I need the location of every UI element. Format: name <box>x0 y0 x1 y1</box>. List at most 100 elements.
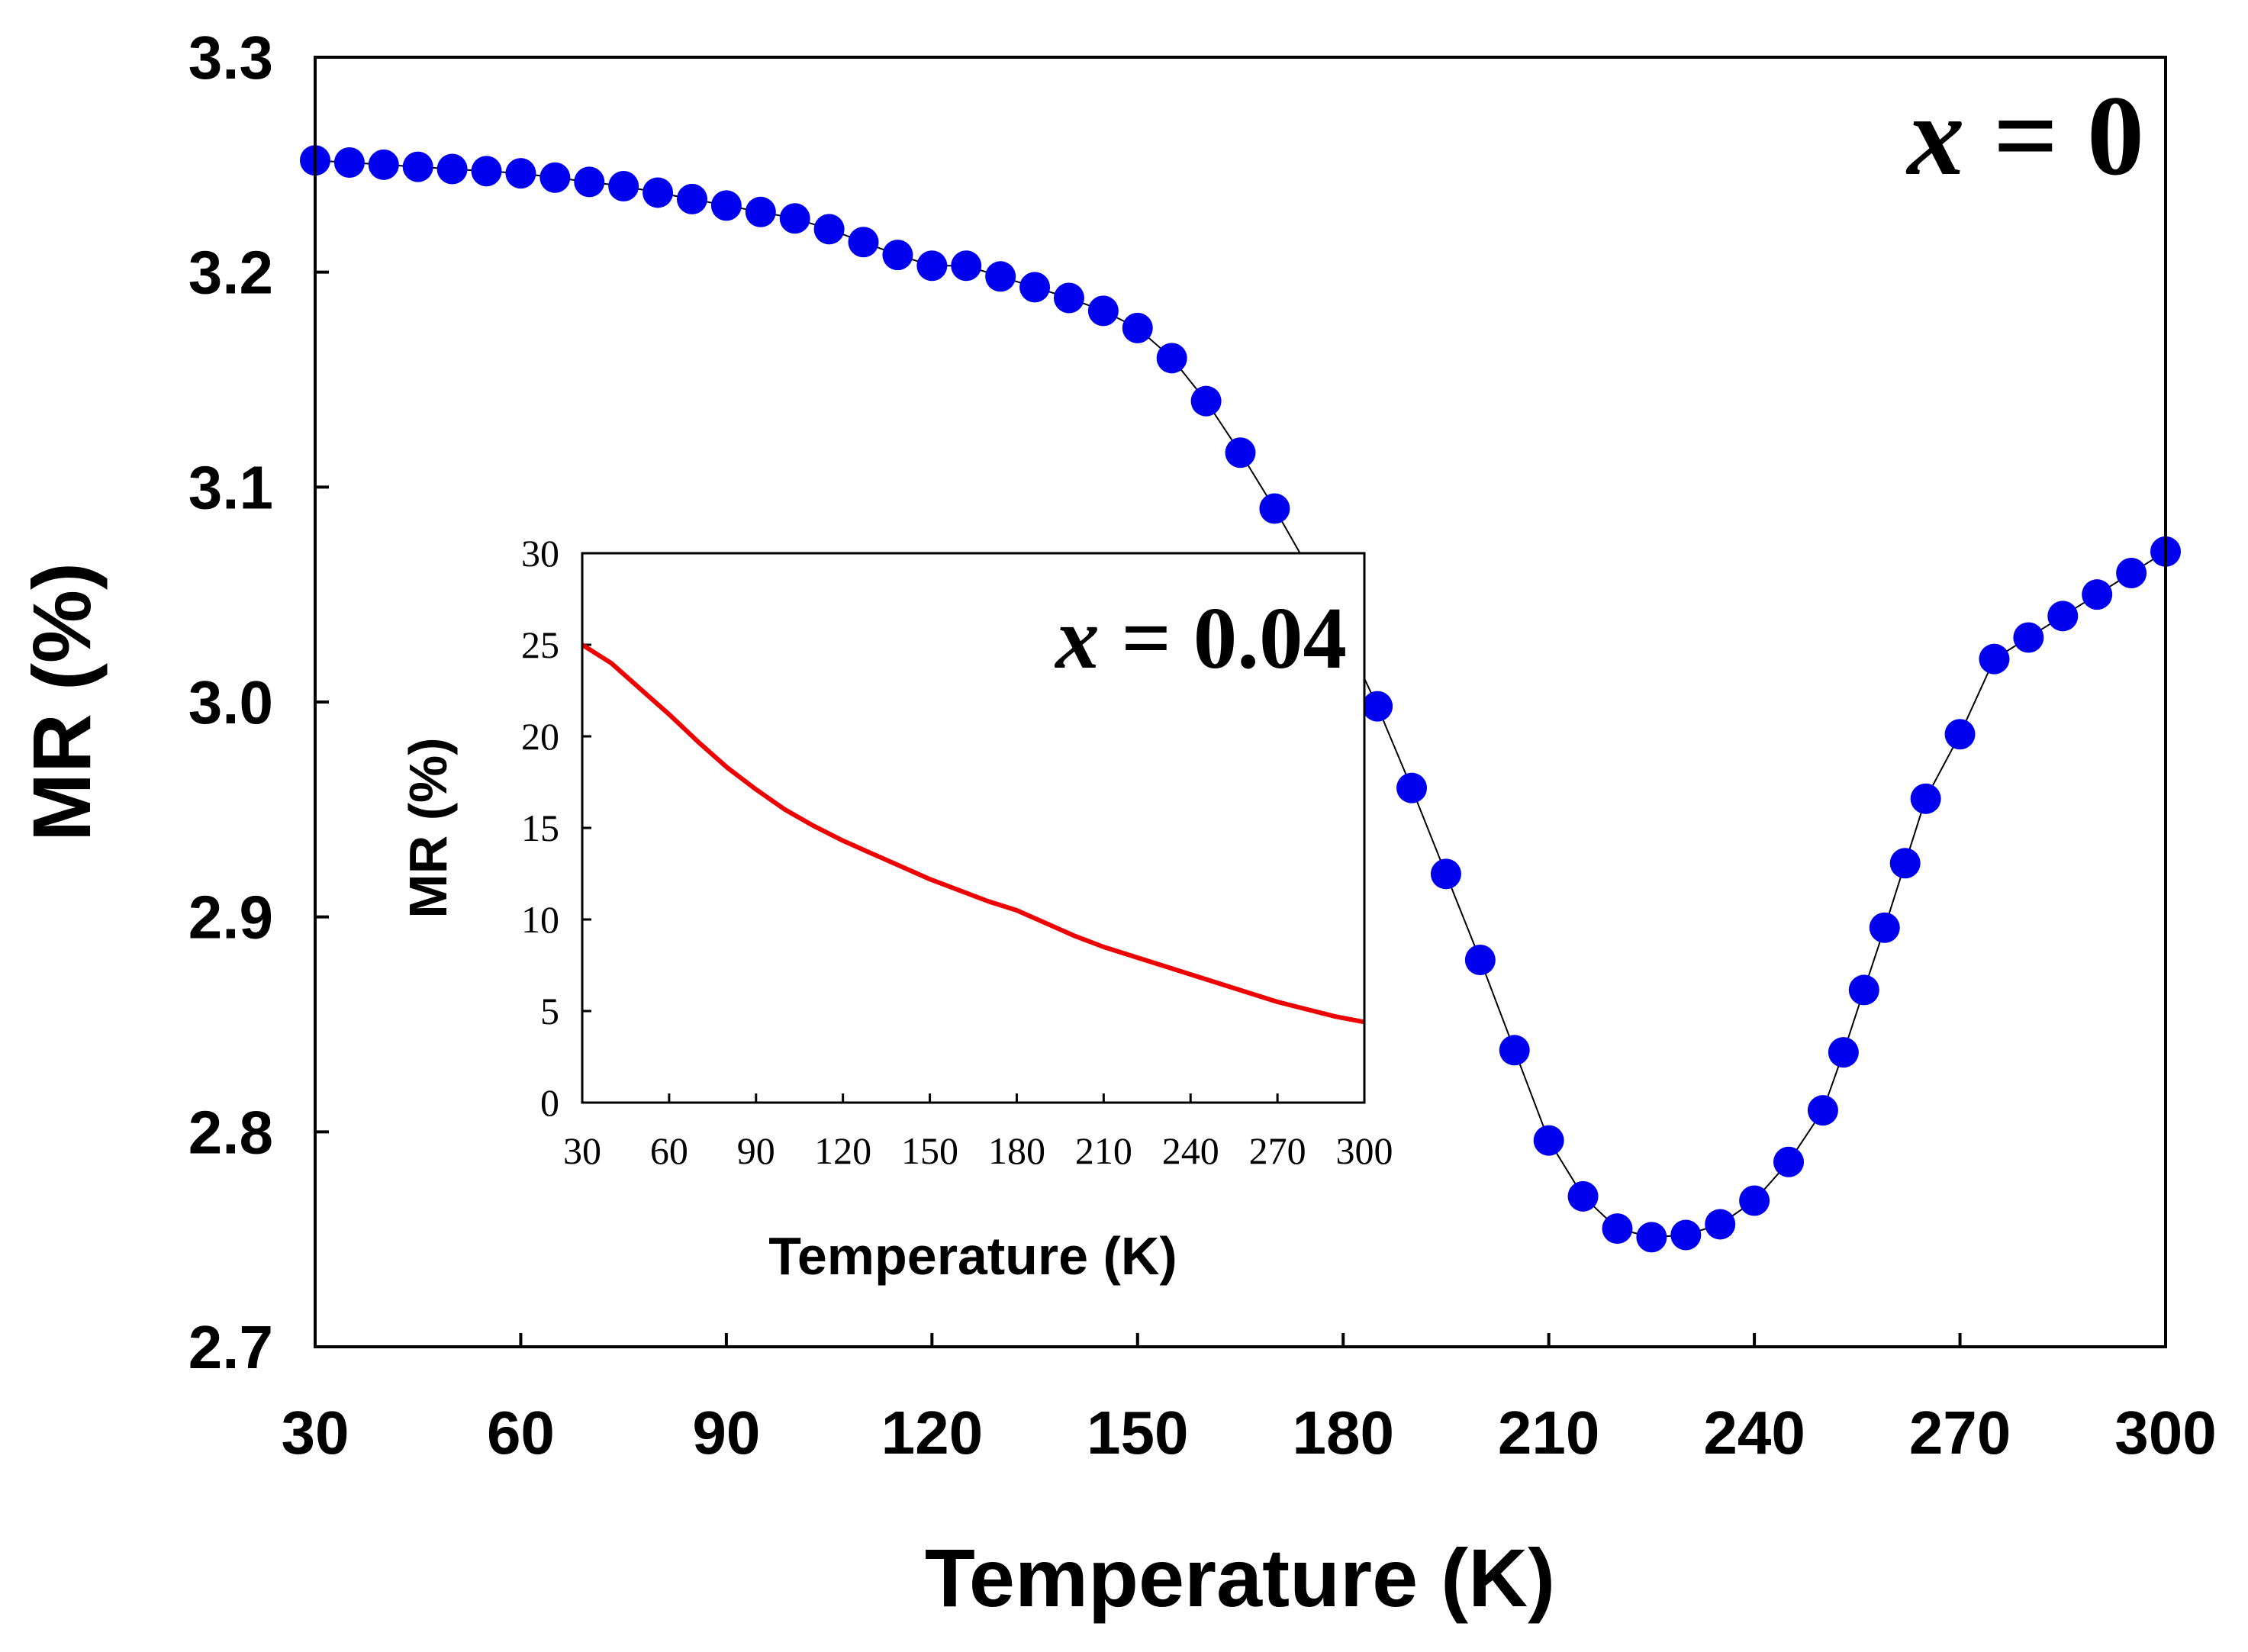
inset-y-tick-label: 30 <box>521 532 559 575</box>
inset-plot-frame <box>581 552 1366 1104</box>
main-x-tick-label: 240 <box>1703 1399 1805 1467</box>
main-data-point <box>1499 1035 1530 1066</box>
main-data-point <box>779 203 810 234</box>
main-data-point <box>574 166 605 198</box>
main-x-tick-label: 150 <box>1087 1399 1188 1467</box>
inset-data <box>581 642 1365 1025</box>
main-data-point <box>1259 493 1290 524</box>
main-data-point <box>1122 312 1153 343</box>
inset-y-tick-label: 20 <box>521 715 559 758</box>
main-data-point <box>1944 719 1976 750</box>
inset-x-tick-label: 270 <box>1249 1129 1306 1172</box>
main-data-point <box>1670 1219 1702 1251</box>
main-x-tick-labels: 30 60 90 120 150 180 210 240 270 300 <box>282 1399 2217 1467</box>
main-y-tick-label: 3.0 <box>188 668 273 736</box>
main-data-point <box>2013 622 2044 653</box>
main-x-tick-label: 270 <box>1909 1399 2011 1467</box>
main-plot-frame <box>314 56 2167 1348</box>
main-data-point <box>1362 691 1393 722</box>
main-data <box>300 145 2181 1253</box>
main-data-point <box>505 158 536 189</box>
main-x-tick-label: 180 <box>1292 1399 1393 1467</box>
main-annotation-var: x <box>1906 72 1965 199</box>
main-data-point <box>813 214 845 245</box>
main-data-point <box>710 190 742 221</box>
main-data-point <box>471 156 502 187</box>
main-data-point <box>2047 601 2079 632</box>
inset-x-tick-labels: 30 60 90 120 150 180 210 240 270 300 <box>563 1129 1393 1172</box>
main-data-point <box>402 151 433 182</box>
main-data-point <box>1807 1095 1838 1126</box>
main-data-point <box>643 177 674 208</box>
main-y-tick-label: 3.3 <box>188 24 273 92</box>
main-data-point <box>1464 945 1496 975</box>
inset-y-tick-label: 10 <box>521 898 559 941</box>
main-data-point <box>436 153 468 185</box>
inset-annotation: x = 0.04 <box>1054 590 1347 687</box>
main-x-tick-label: 30 <box>282 1399 349 1467</box>
inset-plot: 0 5 10 15 20 25 30 30 60 90 120 150 180 210 240 270 300… <box>398 532 1393 1286</box>
main-data-point <box>1567 1180 1599 1212</box>
inset-x-tick-label: 60 <box>650 1129 688 1172</box>
main-y-tick-label: 2.7 <box>188 1313 273 1381</box>
main-data-point <box>1869 912 1900 943</box>
main-y-tick-label: 2.9 <box>188 884 273 952</box>
inset-annotation-var: x <box>1054 590 1100 687</box>
inset-y-axis-label: MR (%) <box>398 737 458 918</box>
main-data-point <box>882 240 913 271</box>
inset-y-tick-label: 15 <box>521 807 559 849</box>
main-annotation: x = 0 <box>1906 72 2144 199</box>
main-x-tick-label: 90 <box>692 1399 760 1467</box>
main-data-point <box>1828 1037 1859 1068</box>
inset-x-tick-label: 30 <box>563 1129 601 1172</box>
main-y-axis-label: MR (%) <box>15 562 108 842</box>
main-plot: 2.72.82.93.03.13.23.3 30 60 90 120 150 180 210… <box>15 24 2217 1624</box>
inset-y-tick-label: 5 <box>540 990 559 1032</box>
main-x-tick-label: 60 <box>487 1399 555 1467</box>
inset-x-tick-label: 150 <box>901 1129 958 1172</box>
main-data-point <box>745 196 776 227</box>
main-data-point <box>2082 579 2113 610</box>
inset-x-axis-label: Temperature (K) <box>768 1226 1177 1286</box>
main-y-tick-label: 3.2 <box>188 239 273 307</box>
main-data-point <box>1636 1222 1667 1253</box>
inset-background <box>582 553 1364 1103</box>
main-y-tick-label: 2.8 <box>188 1098 273 1166</box>
main-data-point <box>985 261 1016 292</box>
main-data-point <box>1739 1185 1770 1216</box>
main-x-axis-label: Temperature (K) <box>925 1531 1555 1624</box>
inset-series-line <box>581 642 1365 1025</box>
main-data-point <box>1889 848 1921 879</box>
inset-x-tick-label: 300 <box>1336 1129 1393 1172</box>
main-data-point <box>676 183 707 214</box>
main-data-point <box>368 149 399 180</box>
inset-x-tick-label: 210 <box>1075 1129 1132 1172</box>
main-data-point <box>1979 643 2010 675</box>
main-data-point <box>1019 272 1051 303</box>
main-x-tick-label: 120 <box>881 1399 983 1467</box>
main-data-point <box>916 250 948 282</box>
main-data-point <box>1848 974 1879 1006</box>
main-data-point <box>951 250 982 282</box>
inset-annotation-text: = 0.04 <box>1100 590 1347 687</box>
inset-y-tick-labels: 0 5 10 15 20 25 30 <box>521 532 559 1124</box>
inset-x-tick-label: 240 <box>1162 1129 1219 1172</box>
inset-x-tick-label: 180 <box>988 1129 1045 1172</box>
main-data-point <box>333 147 365 179</box>
main-data-point <box>1773 1146 1805 1177</box>
main-data-point <box>1156 343 1187 374</box>
main-data-point <box>539 162 571 193</box>
main-data-point <box>2116 558 2147 588</box>
main-data-point <box>1602 1213 1633 1245</box>
inset-y-tick-label: 25 <box>521 623 559 666</box>
main-data-point <box>1225 437 1256 469</box>
main-y-tick-labels: 2.7 2.8 2.9 3.0 3.1 3.2 3.3 <box>188 24 273 1381</box>
inset-x-tick-label: 90 <box>737 1129 775 1172</box>
main-data-point <box>1705 1209 1736 1240</box>
main-x-tick-label: 210 <box>1498 1399 1599 1467</box>
main-data-point <box>848 227 879 258</box>
main-x-tick-label: 300 <box>2114 1399 2216 1467</box>
main-data-point <box>1430 858 1461 890</box>
main-annotation-text: = 0 <box>1965 72 2144 199</box>
